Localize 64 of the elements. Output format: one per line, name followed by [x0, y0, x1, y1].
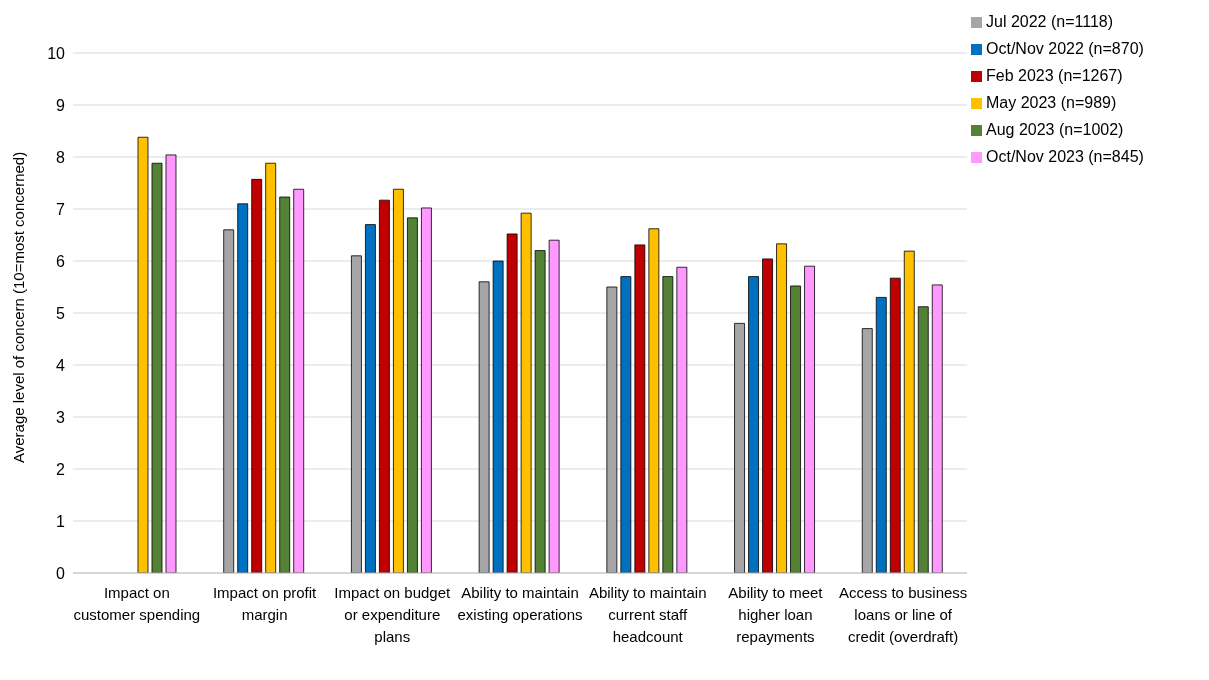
legend-label: Feb 2023 (n=1267)	[986, 67, 1123, 84]
y-tick-label: 8	[56, 148, 66, 166]
bar	[748, 276, 759, 573]
legend-label: Oct/Nov 2023 (n=845)	[986, 148, 1144, 165]
bar	[606, 286, 618, 573]
x-tick-label: Ability to maintain current staff headcount	[588, 583, 707, 645]
bar	[165, 154, 177, 573]
bar	[648, 228, 660, 573]
bar	[279, 196, 291, 573]
bar	[861, 328, 873, 573]
y-tick-label: 9	[56, 96, 66, 114]
bar	[137, 136, 149, 573]
bar	[379, 199, 390, 573]
y-tick-label: 1	[56, 512, 66, 530]
bar	[903, 250, 915, 573]
legend-label: Jul 2022 (n=1118)	[986, 13, 1114, 30]
bar	[151, 162, 163, 573]
y-axis-title: Average level of concern (10=most concerned)	[10, 151, 28, 463]
bar	[676, 266, 688, 573]
x-tick-label: Ability to meet higher loan repayments	[728, 583, 824, 645]
bar	[478, 281, 490, 573]
x-tick-label: Ability to maintain existing operations	[457, 583, 583, 623]
bar	[534, 250, 546, 573]
bar	[393, 188, 404, 573]
bar	[492, 260, 504, 573]
y-tick-label: 6	[56, 252, 66, 270]
bar	[762, 258, 773, 573]
bar	[365, 224, 376, 573]
bar	[662, 276, 674, 573]
bar	[520, 212, 532, 573]
bar	[875, 297, 887, 573]
y-tick-label: 10	[47, 44, 66, 62]
x-tick-label: Impact on profit margin	[212, 583, 318, 623]
bar	[351, 255, 362, 573]
y-tick-label: 0	[56, 564, 66, 582]
bar	[790, 285, 801, 573]
bar	[223, 229, 235, 573]
y-tick-label: 5	[56, 304, 66, 322]
bar	[917, 306, 929, 573]
y-tick-label: 4	[56, 356, 66, 374]
bar	[931, 284, 943, 573]
y-tick-label: 2	[56, 460, 66, 478]
bar	[237, 203, 249, 573]
bar	[804, 265, 815, 573]
legend-label: May 2023 (n=989)	[986, 94, 1117, 111]
bar	[293, 188, 305, 573]
bar	[634, 244, 646, 573]
x-tick-label: Impact on budget or expenditure plans	[334, 583, 452, 645]
bar	[620, 276, 632, 573]
bar	[506, 233, 518, 573]
bar	[251, 178, 263, 573]
legend-label: Oct/Nov 2022 (n=870)	[986, 40, 1144, 57]
y-tick-label: 7	[56, 200, 66, 218]
x-tick-label: Impact on customer spending	[73, 583, 201, 623]
bar	[734, 323, 745, 573]
x-tick-label: Access to business loans or line of credit (overdraft)	[838, 583, 968, 645]
bar	[889, 277, 901, 573]
bar	[776, 243, 787, 573]
bar	[548, 239, 560, 573]
bar	[407, 217, 418, 573]
bar	[265, 162, 277, 573]
bar	[421, 207, 432, 573]
legend-label: Aug 2023 (n=1002)	[986, 121, 1124, 138]
y-tick-label: 3	[56, 408, 66, 426]
